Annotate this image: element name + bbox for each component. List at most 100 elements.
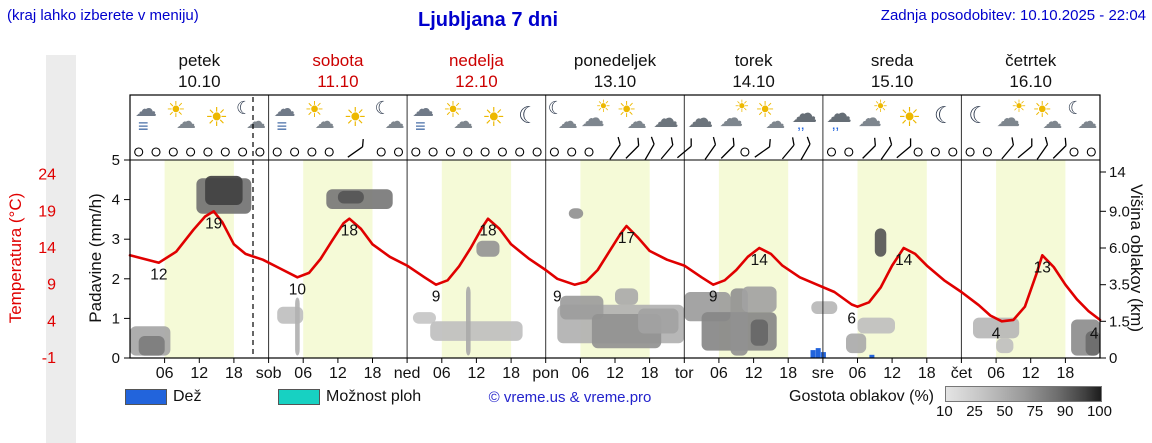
wind-barb-icon [676,138,692,159]
wind-calm-icon [134,147,144,157]
icon-glyph: ☀ [443,97,463,122]
wind-calm-icon [930,147,940,157]
sun-icon: ☀ [337,98,375,142]
day-name: četrtek [1005,51,1057,70]
icon-glyph: ☀ [1011,97,1027,116]
day-name: torek [734,51,773,70]
x-tick-label: 18 [225,365,243,382]
icon-glyph: ☁ [825,98,852,128]
wind-barb-icon [1001,137,1015,160]
scale-25: 25 [966,403,983,420]
scale-10: 10 [936,403,953,420]
x-tick-label: 06 [156,365,174,382]
cloud-tick-label: 1.5 [1109,313,1130,330]
icon-glyph: ☁ [857,105,882,132]
cloud-tick-label: 9.0 [1109,203,1130,220]
x-tick-label: 06 [987,365,1005,382]
wind-barb-icon [347,139,364,158]
moon-cloud-icon: ☾ ☁ [1063,98,1101,142]
cloud-patch [205,175,243,205]
rain-legend-label: Dež [173,388,202,405]
cloud-sun-icon: ☀ ☁ [994,98,1032,142]
sun-cloud-icon: ☀ ☁ [302,98,340,142]
day-date: 10.10 [178,72,221,91]
icon-glyph: ☁ [626,111,647,133]
wind-calm-icon [1069,147,1079,157]
icon-glyph: ☀ [482,102,506,132]
wind-barb-icon [754,139,771,158]
day-name: ponedeljek [573,51,657,70]
day-name: petek [178,51,221,70]
wind-barb-icon [781,137,795,160]
wind-barb-icon [880,136,893,160]
cloud-patch [560,295,604,320]
wind-barb-icon [1036,136,1049,160]
page-title: Ljubljana 7 dni [417,9,559,31]
wind-calm-icon [168,147,178,157]
wind-calm-icon [1086,147,1096,157]
x-tick-label: 12 [883,365,901,382]
x-tick-label: 18 [641,365,659,382]
temp-point-label: 4 [1090,325,1099,342]
cloud-patch [138,336,165,356]
x-tick-label: ned [394,365,421,382]
sun-cloud-icon: ☀ ☁ [163,98,201,142]
icon-glyph: ☁ [246,111,266,133]
cloud-rain-icon: ☁ ‚‚ [786,98,824,142]
x-tick-label: tor [675,365,694,382]
temp-tick-label: 4 [47,313,56,330]
cloud-patch [973,317,1020,339]
credit-link[interactable]: © vreme.us & vreme.pro [488,389,652,406]
wind-calm-icon [220,147,230,157]
day-header: ponedeljek 13.10 [549,50,681,92]
last-update-text: Zadnja posodobitev: 10.10.2025 - 22:04 [880,7,1146,24]
cloud-patch [638,308,679,334]
icon-glyph: ☁ [996,105,1021,132]
day-date: 16.10 [1009,72,1052,91]
showers-legend-swatch [278,389,320,405]
moon-cloud-icon: ☾ ☁ [544,98,582,142]
icon-glyph: ☁ [453,111,474,133]
cloud-tick-label: 0 [1109,350,1117,367]
sun-icon: ☀ [475,98,513,142]
icon-glyph: ☀ [734,97,750,116]
fog-icon: ☁ ≡ [128,98,166,142]
temp-point-label: 9 [553,289,562,306]
x-tick-label: 12 [1022,365,1040,382]
day-header: petek 10.10 [133,50,265,92]
cloud-density-scale: 10 25 50 75 90 100 [936,403,1112,420]
icon-glyph: ☁ [135,96,157,121]
icon-glyph: ☀ [755,97,776,122]
icon-glyph: ☁ [652,103,679,133]
icon-glyph: ☾ [547,98,564,118]
wind-barb-icon [1017,138,1033,159]
wind-barb-icon [609,136,621,160]
icon-glyph: ≡ [415,116,426,136]
wind-calm-icon [238,147,248,157]
cloud-icon: ☁ [648,98,686,142]
cloud-sun-icon: ☀ ☁ [856,98,894,142]
wind-barb-icon [660,137,674,160]
precip-tick-label: 5 [112,152,120,169]
x-tick-label: 18 [502,365,520,382]
wind-calm-icon [497,147,507,157]
icon-glyph: ‚‚ [831,116,839,133]
day-date: 12.10 [455,72,498,91]
cloud-density-label: Gostota oblakov (%) [789,388,934,405]
wind-barb-icon [800,136,811,161]
icon-glyph: ☾ [933,102,955,128]
cloud-patch [615,288,639,305]
sun-cloud-icon: ☀ ☁ [614,98,652,142]
x-tick-label: sob [256,365,282,382]
day-date: 11.10 [317,72,359,91]
rain-bar [869,354,875,358]
temp-tick-label: -1 [42,350,56,367]
cloud-patch [466,286,471,356]
temp-point-label: 18 [479,223,496,240]
sun-icon: ☀ [891,98,929,142]
x-tick-label: sre [812,365,834,382]
icon-glyph: ≡ [276,116,288,136]
wind-calm-icon [913,147,923,157]
